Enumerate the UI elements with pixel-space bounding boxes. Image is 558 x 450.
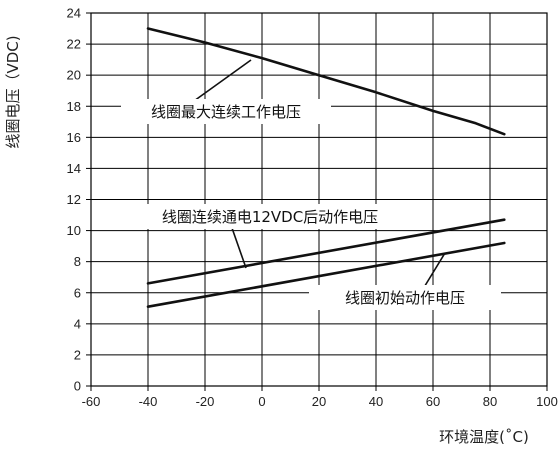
- x-tick-label: 60: [426, 394, 440, 409]
- grid: [86, 12, 548, 391]
- x-tick-label: 80: [483, 394, 497, 409]
- y-tick-label: 20: [67, 68, 81, 83]
- x-tick-label: -60: [82, 394, 101, 409]
- y-tick-label: 14: [67, 161, 81, 176]
- y-tick-label: 10: [67, 223, 81, 238]
- plot-frame: [90, 12, 548, 387]
- series-line-1: [146, 27, 506, 136]
- y-axis-title: 线圈电压（VDC): [4, 35, 22, 148]
- y-tick-label: 12: [67, 192, 81, 207]
- annotation-bg: [309, 285, 501, 310]
- series-line-2: [146, 218, 506, 285]
- x-tick-label: 100: [536, 394, 558, 409]
- annotation-leader: [231, 227, 247, 269]
- series-lines: [146, 27, 506, 308]
- y-tick-label: 16: [67, 130, 81, 145]
- tick-labels: -60 -40 -20 0 20 40 60 80 1000246810121416182022…: [67, 6, 558, 410]
- x-tick-label: 40: [369, 394, 383, 409]
- y-tick-label: 4: [74, 316, 81, 331]
- x-tick-label: -40: [139, 394, 158, 409]
- annotation-label: 线圈最大连续工作电压: [151, 103, 301, 121]
- y-tick-label: 2: [74, 347, 81, 362]
- x-tick-label: 20: [312, 394, 326, 409]
- annotation-leader: [422, 252, 446, 290]
- x-tick-label: 0: [258, 394, 265, 409]
- x-tick-label: -20: [196, 394, 215, 409]
- annotation-label: 线圈连续通电12VDC后动作电压: [162, 208, 378, 226]
- x-axis-title: 环境温度(˚C): [439, 428, 529, 446]
- annotation-leader: [186, 59, 252, 107]
- y-tick-label: 22: [67, 37, 81, 52]
- y-tick-label: 0: [74, 379, 81, 394]
- y-tick-label: 18: [67, 99, 81, 114]
- annotation-label: 线圈初始动作电压: [345, 289, 465, 307]
- y-tick-label: 8: [74, 254, 81, 269]
- y-tick-label: 24: [67, 6, 81, 21]
- annotation-bg: [121, 99, 331, 124]
- y-tick-label: 6: [74, 285, 81, 300]
- annotation-bg: [111, 204, 429, 229]
